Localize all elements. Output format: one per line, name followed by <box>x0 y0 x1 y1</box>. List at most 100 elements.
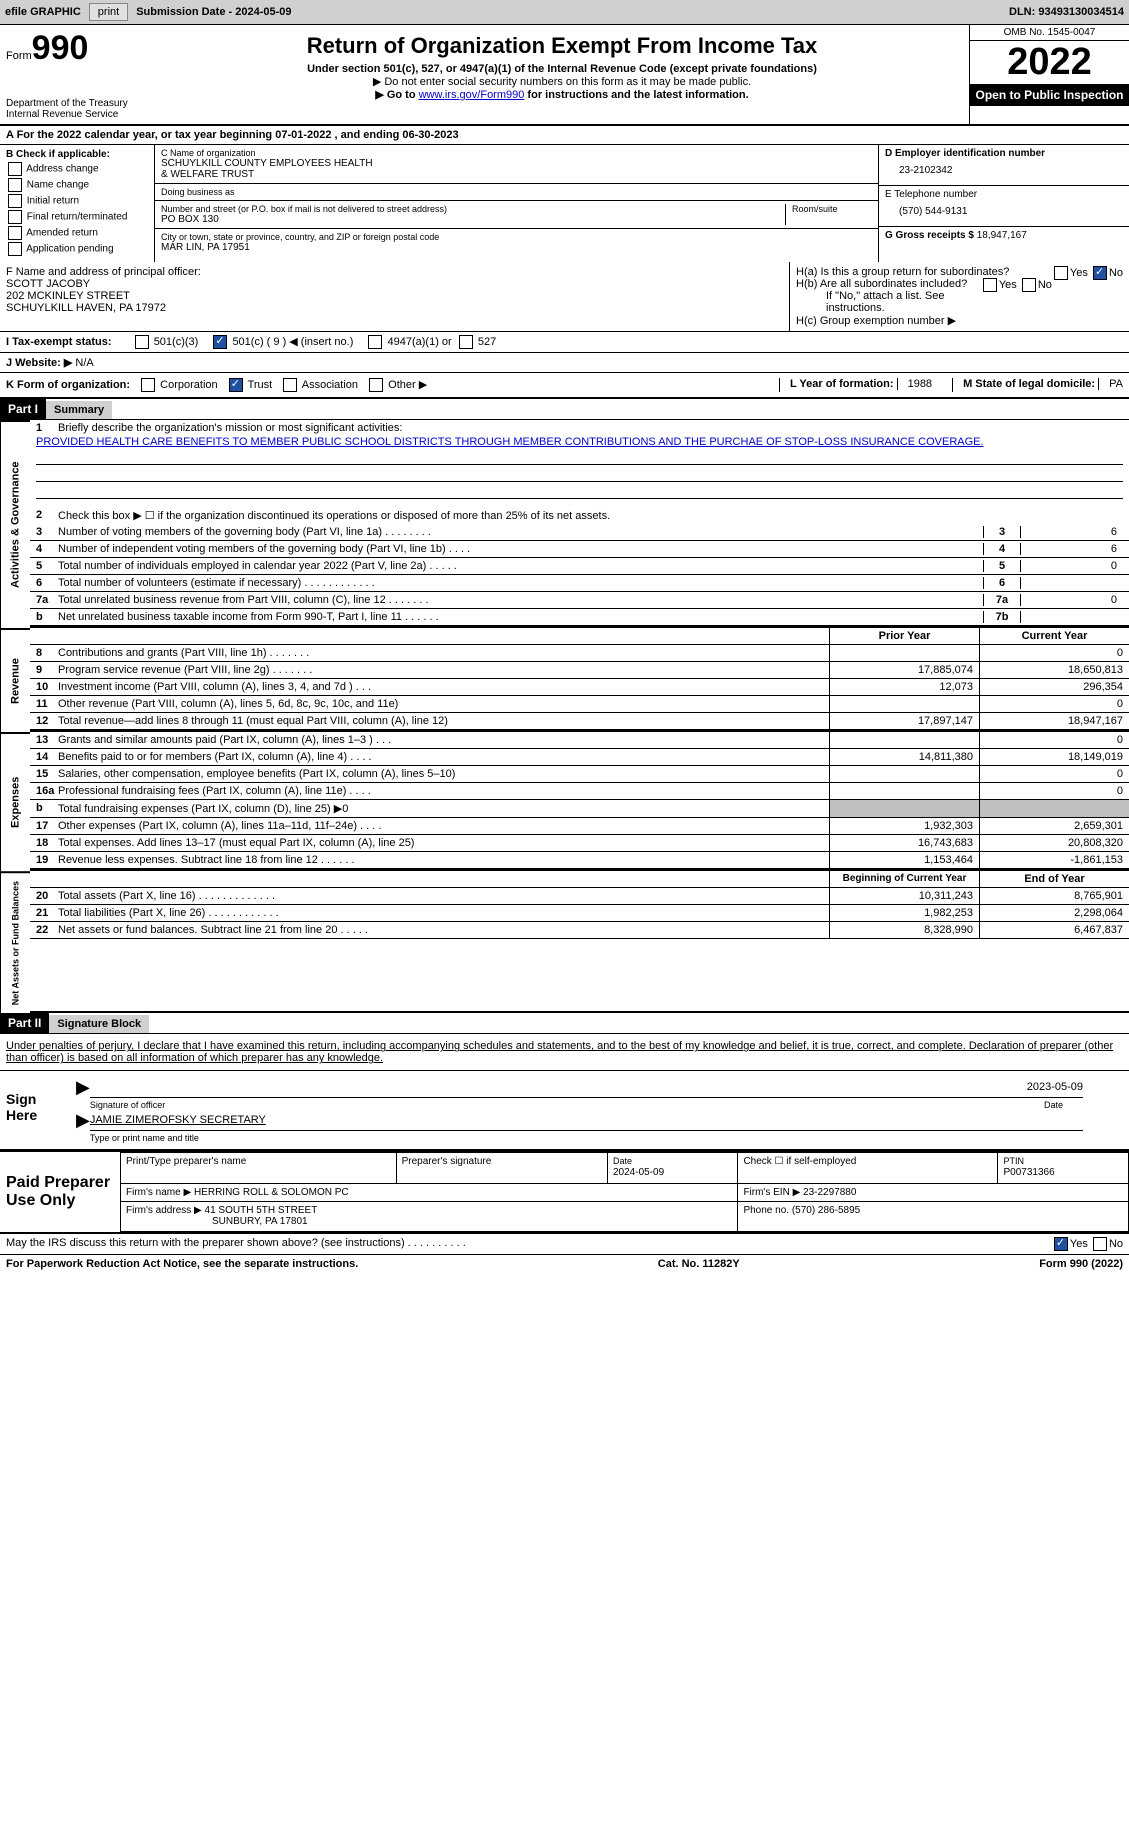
submission-date: Submission Date - 2024-05-09 <box>136 6 291 18</box>
line-k: K Form of organization: Corporation Trus… <box>0 373 1129 399</box>
table-row: 10Investment income (Part VIII, column (… <box>30 679 829 696</box>
table-row: 22Net assets or fund balances. Subtract … <box>30 922 829 939</box>
officer-addr2: SCHUYLKILL HAVEN, PA 17972 <box>6 302 783 314</box>
vlabel-expenses: Expenses <box>0 732 30 871</box>
firm-ein: 23-2297880 <box>803 1187 856 1198</box>
sig-date: 2023-05-09 <box>1027 1081 1083 1097</box>
sign-here-label: Sign Here <box>0 1071 70 1149</box>
part2-header: Part IISignature Block <box>0 1013 1129 1034</box>
chk-name-change[interactable]: Name change <box>6 178 148 192</box>
firm-phone: (570) 286-5895 <box>792 1205 860 1216</box>
section-bcdeg: B Check if applicable: Address change Na… <box>0 145 1129 262</box>
dept-label: Department of the Treasury Internal Reve… <box>6 98 149 120</box>
sig-name-lbl: Type or print name and title <box>90 1133 1123 1143</box>
table-row: 18Total expenses. Add lines 13–17 (must … <box>30 835 829 852</box>
summary-row: bNet unrelated business taxable income f… <box>30 609 1129 626</box>
dln: DLN: 93493130034514 <box>1009 6 1124 18</box>
table-row: bTotal fundraising expenses (Part IX, co… <box>30 800 829 818</box>
table-row: 20Total assets (Part X, line 16) . . . .… <box>30 888 829 905</box>
table-row: 16aProfessional fundraising fees (Part I… <box>30 783 829 800</box>
ein-value: 23-2102342 <box>885 159 1123 182</box>
prior-year-hdr: Prior Year <box>829 628 979 645</box>
chk-amended[interactable]: Amended return <box>6 226 148 240</box>
cat-no: Cat. No. 11282Y <box>658 1258 740 1270</box>
table-row: 11Other revenue (Part VIII, column (A), … <box>30 696 829 713</box>
summary-row: 4Number of independent voting members of… <box>30 541 1129 558</box>
goto-notice: ▶ Go to www.irs.gov/Form990 for instruct… <box>159 88 965 101</box>
title-block: Form990 Department of the Treasury Inter… <box>0 25 1129 126</box>
c-name-lbl: C Name of organization <box>161 148 872 158</box>
omb-number: OMB No. 1545-0047 <box>970 25 1129 41</box>
chk-app-pending[interactable]: Application pending <box>6 242 148 256</box>
ein-lbl: D Employer identification number <box>885 148 1123 159</box>
discuss-row: May the IRS discuss this return with the… <box>0 1234 1129 1254</box>
table-row: 12Total revenue—add lines 8 through 11 (… <box>30 713 829 730</box>
gross-value: 18,947,167 <box>977 230 1027 241</box>
table-row: 21Total liabilities (Part X, line 26) . … <box>30 905 829 922</box>
section-fh: F Name and address of principal officer:… <box>0 262 1129 332</box>
current-year-hdr: Current Year <box>979 628 1129 645</box>
officer-name: SCOTT JACOBY <box>6 278 783 290</box>
phone-lbl: E Telephone number <box>885 189 1123 200</box>
org-name: SCHUYLKILL COUNTY EMPLOYEES HEALTH & WEL… <box>161 158 872 180</box>
addr-lbl: Number and street (or P.O. box if mail i… <box>161 204 785 214</box>
chk-final-return[interactable]: Final return/terminated <box>6 210 148 224</box>
form-title: Return of Organization Exempt From Incom… <box>159 33 965 59</box>
form-subtitle: Under section 501(c), 527, or 4947(a)(1)… <box>159 63 965 75</box>
prep-ptin: P00731366 <box>1003 1167 1054 1178</box>
ssn-notice: ▶ Do not enter social security numbers o… <box>159 75 965 88</box>
h-b-note: If "No," attach a list. See instructions… <box>796 290 1123 314</box>
officer-lbl: F Name and address of principal officer: <box>6 266 783 278</box>
org-city: MAR LIN, PA 17951 <box>161 242 872 253</box>
table-row: 13Grants and similar amounts paid (Part … <box>30 732 829 749</box>
vlabel-governance: Activities & Governance <box>0 420 30 628</box>
mission-text: PROVIDED HEALTH CARE BENEFITS TO MEMBER … <box>30 436 1129 448</box>
chk-address-change[interactable]: Address change <box>6 162 148 176</box>
efile-label: efile GRAPHIC <box>5 6 81 18</box>
preparer-table: Print/Type preparer's name Preparer's si… <box>120 1152 1129 1232</box>
paid-preparer-label: Paid Preparer Use Only <box>0 1152 120 1232</box>
city-lbl: City or town, state or province, country… <box>161 232 872 242</box>
chk-initial-return[interactable]: Initial return <box>6 194 148 208</box>
firm-name: HERRING ROLL & SOLOMON PC <box>194 1187 349 1198</box>
table-row: 15Salaries, other compensation, employee… <box>30 766 829 783</box>
table-row: 8Contributions and grants (Part VIII, li… <box>30 645 829 662</box>
print-button[interactable]: print <box>89 3 128 21</box>
room-lbl: Room/suite <box>785 204 872 225</box>
table-row: 9Program service revenue (Part VIII, lin… <box>30 662 829 679</box>
h-c: H(c) Group exemption number ▶ <box>796 314 1123 327</box>
form-word: Form <box>6 50 32 62</box>
footer-row: For Paperwork Reduction Act Notice, see … <box>0 1254 1129 1273</box>
firm-addr: 41 SOUTH 5TH STREET <box>205 1205 318 1216</box>
prep-self-emp: Check ☐ if self-employed <box>738 1153 998 1183</box>
vlabel-netassets: Net Assets or Fund Balances <box>0 871 30 1013</box>
header-bar: efile GRAPHIC print Submission Date - 20… <box>0 0 1129 25</box>
table-row: 17Other expenses (Part IX, column (A), l… <box>30 818 829 835</box>
open-to-public: Open to Public Inspection <box>970 84 1129 106</box>
prep-date: 2024-05-09 <box>613 1167 664 1178</box>
sig-officer-lbl: Signature of officer <box>90 1100 165 1110</box>
summary-row: 3Number of voting members of the governi… <box>30 524 1129 541</box>
org-address: PO BOX 130 <box>161 214 785 225</box>
line-a: A For the 2022 calendar year, or tax yea… <box>0 126 1129 145</box>
gross-lbl: G Gross receipts $ <box>885 230 977 241</box>
form-page: Form 990 (2022) <box>1039 1258 1123 1270</box>
table-row: 19Revenue less expenses. Subtract line 1… <box>30 852 829 869</box>
b-header: B Check if applicable: <box>6 149 110 160</box>
state-domicile: M State of legal domicile: PA <box>952 378 1123 392</box>
line1-label: Briefly describe the organization's miss… <box>58 422 1123 434</box>
officer-addr1: 202 MCKINLEY STREET <box>6 290 783 302</box>
end-year-hdr: End of Year <box>979 871 1129 888</box>
table-row: 14Benefits paid to or for members (Part … <box>30 749 829 766</box>
summary-row: 6Total number of volunteers (estimate if… <box>30 575 1129 592</box>
beg-year-hdr: Beginning of Current Year <box>829 871 979 888</box>
prep-name-lbl: Print/Type preparer's name <box>121 1153 397 1183</box>
year-formation: L Year of formation: 1988 <box>779 378 932 392</box>
line-i: I Tax-exempt status: 501(c)(3) 501(c) ( … <box>0 332 1129 353</box>
irs-link[interactable]: www.irs.gov/Form990 <box>419 89 525 101</box>
summary-row: 5Total number of individuals employed in… <box>30 558 1129 575</box>
h-a: H(a) Is this a group return for subordin… <box>796 266 1123 278</box>
line2-label: Check this box ▶ ☐ if the organization d… <box>58 509 1123 522</box>
form-number: 990 <box>32 29 89 67</box>
line-j: J Website: ▶ N/A <box>0 353 1129 373</box>
